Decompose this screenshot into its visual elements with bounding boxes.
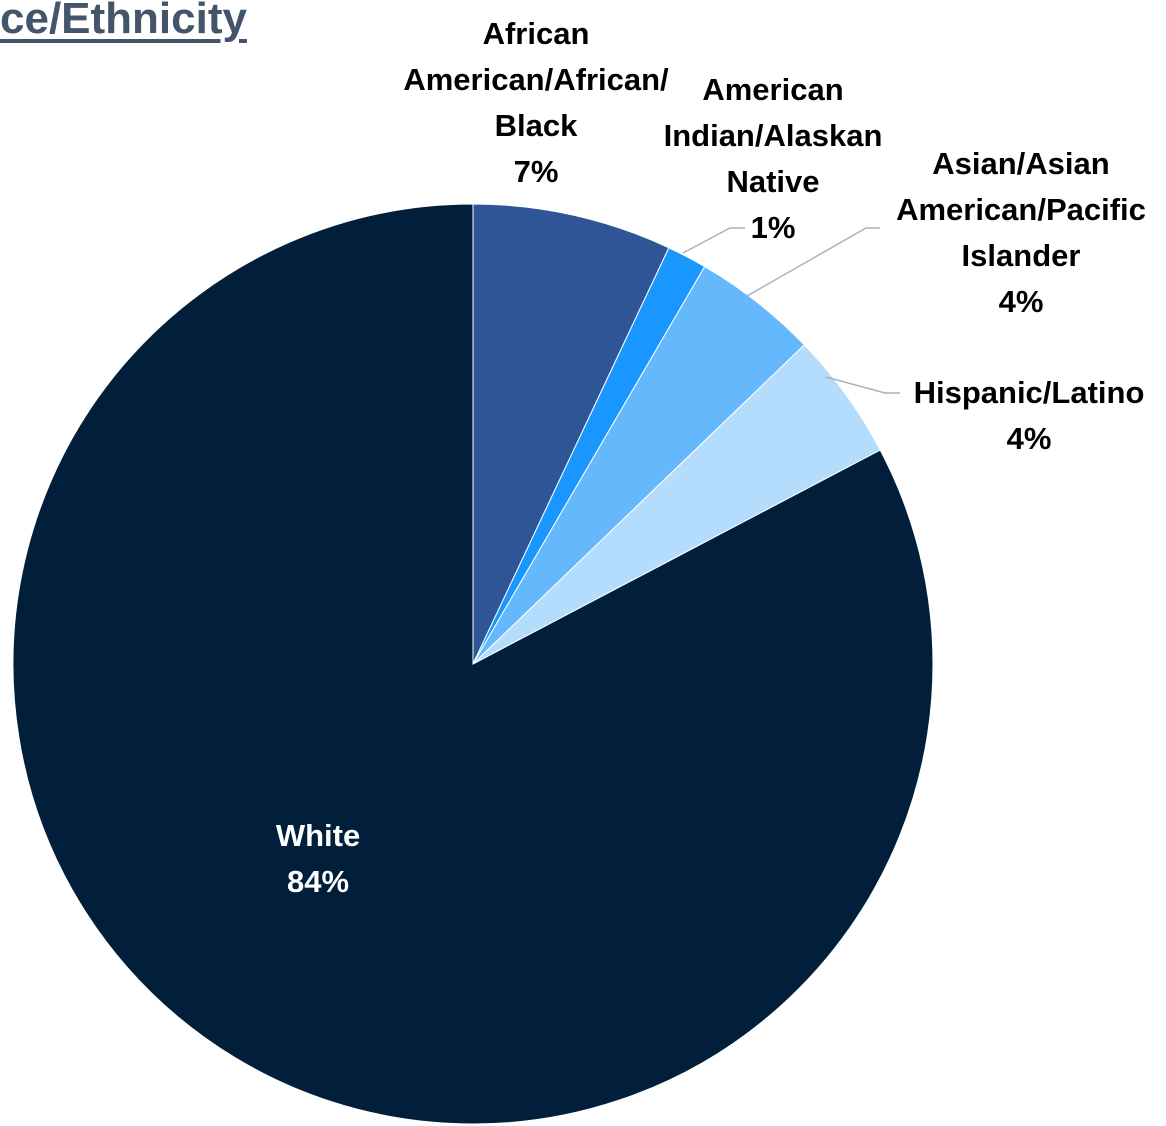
slice-label-4: White 84% [276, 818, 360, 899]
slice-value-label: 4% [999, 284, 1044, 319]
slice-value-label: 84% [287, 864, 349, 899]
leader-line-3 [825, 376, 900, 394]
slice-label-2: Asian/Asian American/Pacific Islander 4% [896, 146, 1146, 319]
slice-name-line: Islander [962, 238, 1081, 273]
slice-name-line: African [483, 16, 590, 51]
slice-value-label: 4% [1007, 421, 1052, 456]
slice-label-3: Hispanic/Latino 4% [914, 375, 1145, 456]
slice-name-line: American/Pacific [896, 192, 1146, 227]
slice-name-line: Black [495, 108, 578, 143]
slice-name-line: White [276, 818, 360, 853]
slice-name-line: Asian/Asian [932, 146, 1109, 181]
chart-title: ce/Ethnicity [0, 0, 247, 43]
slice-name-line: American/African/ [403, 62, 669, 97]
pie-slice-4 [12, 203, 934, 1125]
slice-label-1: American Indian/Alaskan Native 1% [664, 72, 883, 245]
leader-line-2 [746, 227, 880, 297]
slice-name-line: Native [726, 164, 819, 199]
slice-label-0: African American/African/Black 7% [403, 16, 669, 189]
slice-value-label: 1% [751, 210, 796, 245]
slice-name-line: Indian/Alaskan [664, 118, 883, 153]
slice-value-label: 7% [514, 154, 559, 189]
slice-name-line: American [702, 72, 843, 107]
leader-line-1 [682, 227, 745, 254]
pie-slice-0 [472, 203, 670, 665]
slice-name-line: Hispanic/Latino [914, 375, 1145, 410]
